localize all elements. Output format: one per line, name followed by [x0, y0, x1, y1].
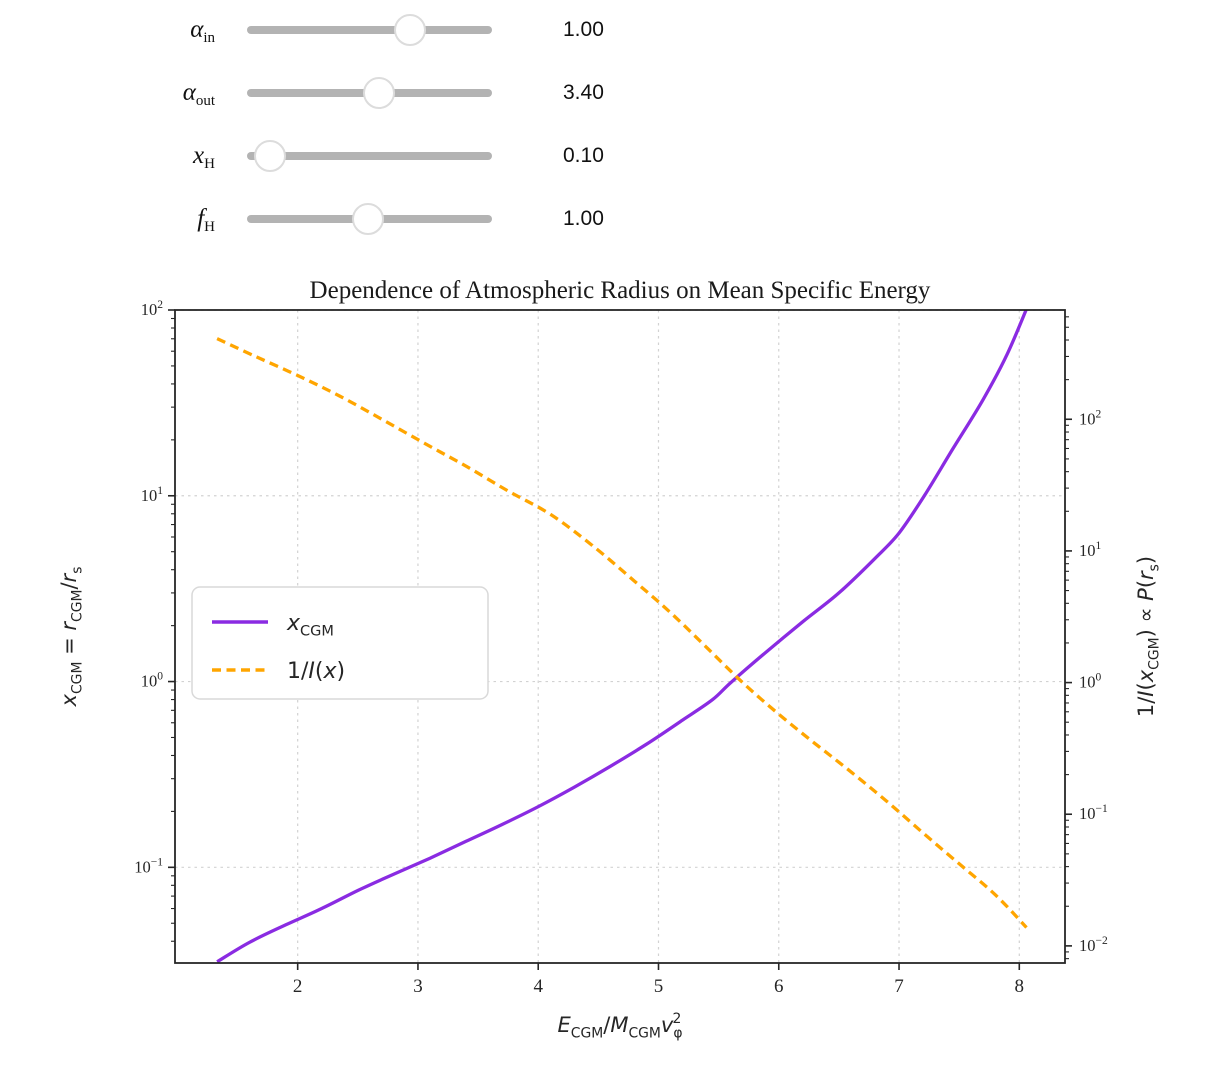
series-x-cgm-line [216, 310, 1028, 963]
plot-area [174, 309, 1066, 964]
y-right-tick-label: 101 [1079, 540, 1102, 560]
x-tick-label: 8 [1015, 976, 1025, 997]
x-axis-label: ECGM/MCGMvφ2 [558, 1011, 683, 1041]
chart-title: Dependence of Atmospheric Radius on Mean… [310, 277, 931, 304]
y-right-tick-label: 10−2 [1079, 935, 1108, 955]
legend [191, 586, 489, 700]
x-tick-label: 7 [894, 976, 904, 997]
slider-symbol-subscript: out [195, 93, 215, 109]
slider-label-alpha-in: αin [0, 12, 215, 48]
y-axis-label-right: 1/I(xCGM) ∝ P(rs) [1134, 556, 1163, 717]
y-right-tick-label: 100 [1079, 672, 1102, 692]
slider-label-f-h: fH [0, 201, 215, 237]
slider-readout: 1.00 [563, 18, 604, 41]
y-axis-label-left: xCGM = rCGM/rs [57, 567, 86, 708]
y-left-tick-label: 101 [141, 485, 164, 505]
y-right-tick-label: 10−1 [1079, 803, 1108, 823]
x-tick-label: 5 [654, 976, 664, 997]
slider-track[interactable] [247, 77, 492, 109]
legend-label: xCGM [286, 611, 334, 640]
slider-handle[interactable] [254, 140, 286, 172]
slider-track[interactable] [247, 140, 492, 172]
slider-symbol: α [182, 79, 196, 106]
x-tick-label: 2 [293, 976, 303, 997]
y-left-tick-label: 10−1 [134, 856, 163, 876]
slider-label-alpha-out: αout [0, 75, 215, 111]
slider-symbol: x [193, 142, 205, 169]
slider-row-f-h: fH 1.00 [0, 201, 720, 237]
figure: Dependence of Atmospheric Radius on Mean… [0, 262, 1226, 1072]
slider-handle[interactable] [363, 77, 396, 109]
slider-handle[interactable] [393, 14, 426, 46]
slider-symbol-subscript: in [203, 30, 215, 46]
slider-symbol-subscript: H [204, 156, 215, 172]
slider-track[interactable] [247, 14, 492, 46]
chart: Dependence of Atmospheric Radius on Mean… [57, 277, 1163, 1042]
slider-handle[interactable] [352, 203, 384, 235]
y-right-tick-label: 102 [1079, 408, 1102, 428]
y-left-tick-label: 102 [141, 299, 164, 319]
legend-label: 1/I(x) [287, 659, 345, 684]
slider-symbol-subscript: H [204, 219, 215, 235]
slider-readout: 3.40 [563, 81, 604, 104]
slider-label-x-h: xH [0, 138, 215, 174]
y-left-tick-label: 100 [141, 671, 164, 691]
slider-row-alpha-in: αin 1.00 [0, 12, 720, 48]
slider-row-x-h: xH 0.10 [0, 138, 720, 174]
slider-row-alpha-out: αout 3.40 [0, 75, 720, 111]
slider-symbol: α [190, 16, 204, 43]
slider-symbol: f [197, 205, 205, 232]
series-1-i-x--line [216, 337, 1028, 929]
slider-track[interactable] [247, 203, 492, 235]
slider-readout: 1.00 [563, 207, 604, 230]
slider-readout: 0.10 [563, 144, 604, 167]
x-tick-label: 3 [413, 976, 423, 997]
x-tick-label: 4 [533, 976, 543, 997]
x-tick-label: 6 [774, 976, 784, 997]
